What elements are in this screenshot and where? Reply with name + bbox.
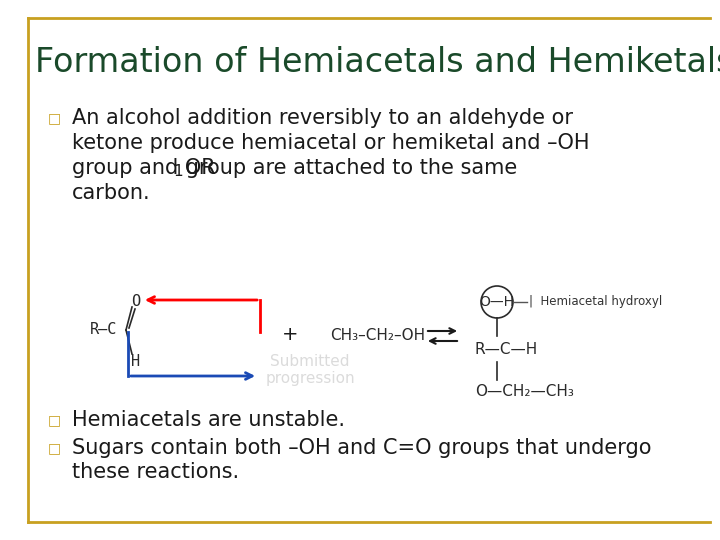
Text: +: + — [282, 326, 298, 345]
Text: □: □ — [48, 413, 61, 427]
Text: |  Hemiacetal hydroxyl: | Hemiacetal hydroxyl — [529, 295, 662, 308]
Text: CH₃–CH₂–OH: CH₃–CH₂–OH — [330, 327, 425, 342]
Text: Sugars contain both –OH and C=O groups that undergo: Sugars contain both –OH and C=O groups t… — [72, 438, 652, 458]
Text: carbon.: carbon. — [72, 183, 150, 203]
Text: Formation of Hemiacetals and Hemiketals: Formation of Hemiacetals and Hemiketals — [35, 45, 720, 78]
Text: O—H: O—H — [480, 295, 515, 309]
Text: Hemiacetals are unstable.: Hemiacetals are unstable. — [72, 410, 345, 430]
Text: R—C: R—C — [90, 322, 117, 338]
Text: group and OR: group and OR — [72, 158, 215, 178]
Text: these reactions.: these reactions. — [72, 462, 239, 482]
Text: R—C—H: R—C—H — [475, 342, 539, 357]
Text: O: O — [132, 294, 140, 309]
Text: O—CH₂—CH₃: O—CH₂—CH₃ — [475, 384, 574, 400]
Text: H: H — [132, 354, 140, 369]
Text: 1: 1 — [173, 165, 183, 179]
Text: group are attached to the same: group are attached to the same — [179, 158, 517, 178]
Text: An alcohol addition reversibly to an aldehyde or: An alcohol addition reversibly to an ald… — [72, 108, 573, 128]
Text: □: □ — [48, 441, 61, 455]
Text: Submitted
progression: Submitted progression — [265, 354, 355, 386]
Text: □: □ — [48, 111, 61, 125]
Text: ketone produce hemiacetal or hemiketal and –OH: ketone produce hemiacetal or hemiketal a… — [72, 133, 590, 153]
